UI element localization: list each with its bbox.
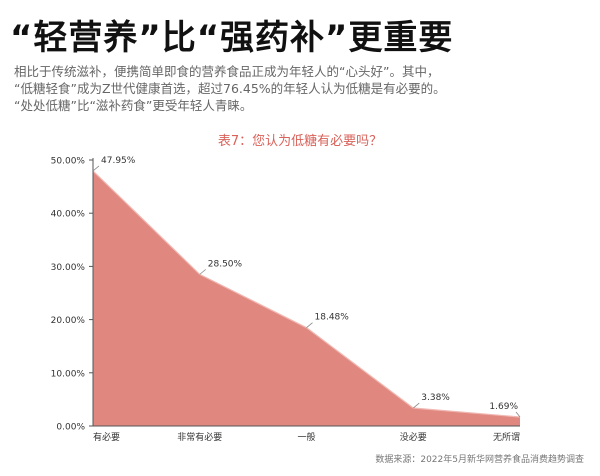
x-tick-label: 无所谓 xyxy=(493,432,520,443)
data-label-leader xyxy=(515,411,521,418)
x-tick-label: 非常有必要 xyxy=(177,431,222,443)
intro-text: 相比于传统滋补，便携简单即食的营养食品正成为年轻人的“心头好”。其中， “低糖轻… xyxy=(14,63,589,114)
data-label: 47.95% xyxy=(101,156,136,166)
intro-line-1: 相比于传统滋补，便携简单即食的营养食品正成为年轻人的“心头好”。其中， xyxy=(14,64,440,79)
y-tick-label: 40.00% xyxy=(51,210,86,220)
data-label-leader xyxy=(306,322,313,328)
x-tick-label: 一般 xyxy=(297,431,315,443)
data-label-leader xyxy=(412,402,420,409)
data-label: 3.38% xyxy=(421,393,450,403)
data-label: 18.48% xyxy=(315,313,350,323)
y-tick-label: 50.00% xyxy=(51,157,86,167)
x-tick-label: 有必要 xyxy=(93,431,120,443)
y-tick-label: 30.00% xyxy=(51,263,86,273)
headline: “轻营养”比“强药补”更重要 xyxy=(10,18,454,58)
data-label-leader xyxy=(199,269,207,275)
data-label-leader xyxy=(92,165,100,172)
intro-line-2: “低糖轻食”成为Z世代健康首选，超过76.45%的年轻人认为低糖是有必要的。 xyxy=(14,81,446,96)
y-tick-label: 20.00% xyxy=(51,316,86,326)
data-label: 28.50% xyxy=(208,259,243,269)
x-tick-label: 没必要 xyxy=(400,431,427,443)
chart-title: 表7：您认为低糖有必要吗？ xyxy=(217,134,383,149)
intro-line-3: “处处低糖”比“滋补药食”更受年轻人青睐。 xyxy=(14,98,253,113)
source-note: 数据来源：2022年5月新华网营养食品消费趋势调查 xyxy=(375,455,584,465)
area-series xyxy=(93,170,520,426)
data-label: 1.69% xyxy=(489,402,518,412)
y-tick-label: 0.00% xyxy=(56,423,85,433)
y-tick-label: 10.00% xyxy=(51,369,86,379)
